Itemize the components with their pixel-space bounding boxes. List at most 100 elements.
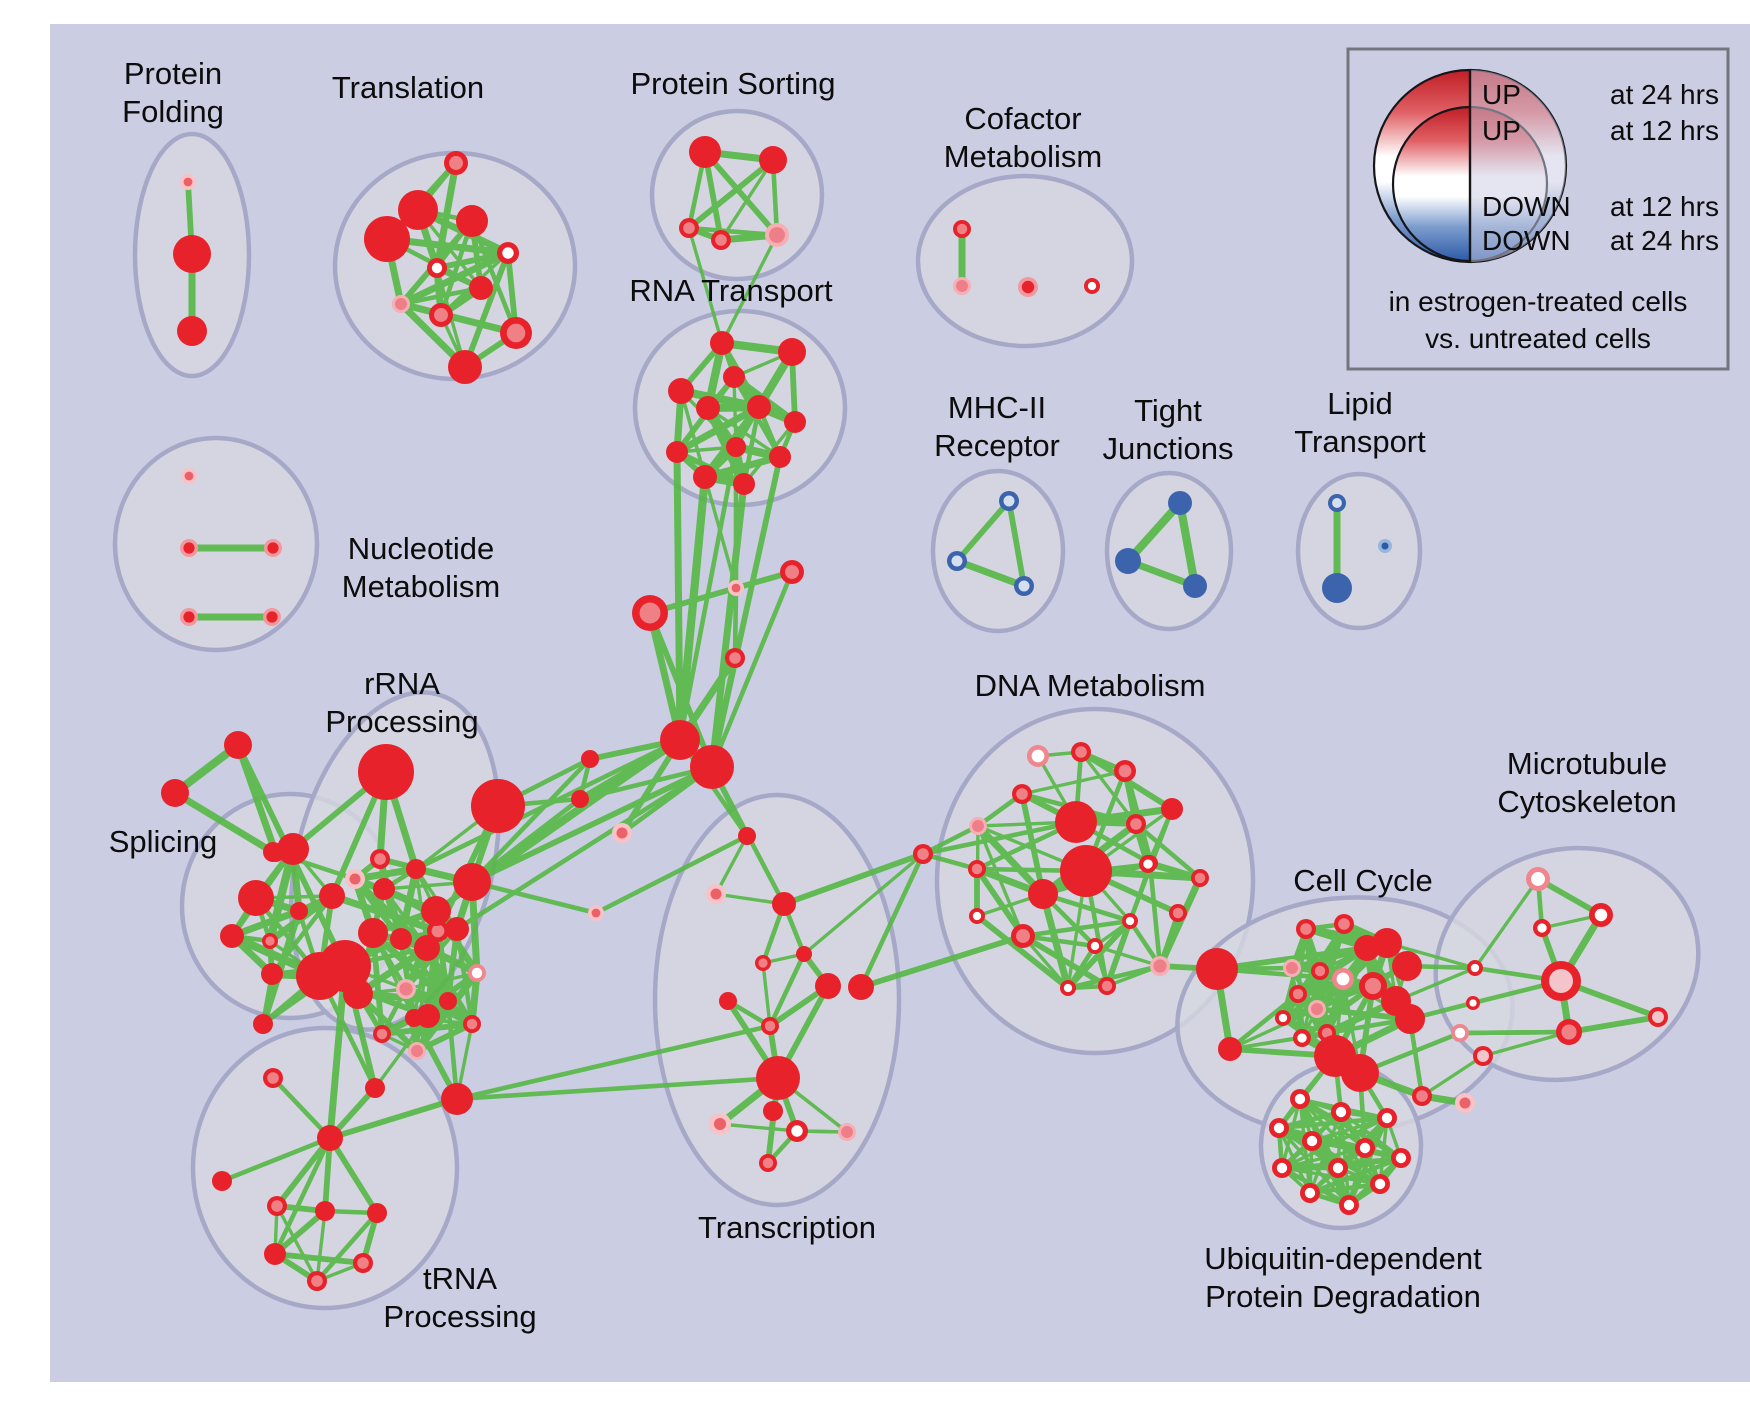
legend-direction-2: DOWN (1482, 191, 1571, 222)
mesh-edge-rna-transport (673, 403, 763, 456)
mesh-edge-dna-metabolism (1020, 918, 1133, 939)
node-r (756, 1056, 800, 1100)
node-w (1328, 1158, 1348, 1178)
cluster-cofactor-metabolism-label: Cofactor Metabolism (944, 101, 1103, 174)
edge (1214, 945, 1370, 972)
edge (326, 962, 349, 1142)
node-p (838, 1123, 856, 1141)
node-rp (1126, 814, 1146, 834)
mesh-edge-splicing (259, 907, 303, 1028)
node-rp (913, 844, 933, 864)
node-rh (1018, 277, 1038, 297)
node-r (471, 779, 525, 833)
node-rp (780, 560, 804, 584)
node-r (1392, 951, 1422, 981)
network-nodes (161, 136, 1668, 1291)
node-w (1272, 1158, 1292, 1178)
node-r (390, 928, 412, 950)
legend-footer-line-0: in estrogen-treated cells (1389, 286, 1688, 317)
node-rp (307, 1271, 327, 1291)
mesh-edge-rrna (414, 1021, 475, 1054)
node-rp (1012, 784, 1032, 804)
node-p (392, 295, 410, 313)
cluster-labels: Protein Folding Translation Protein Sorting… (109, 56, 1677, 1334)
cluster-microtubule-cytoskeleton-label: Microtubule Cytoskeleton (1497, 746, 1676, 819)
node-w (497, 242, 519, 264)
cluster-dna-metabolism-label: DNA Metabolism (975, 668, 1206, 703)
node-r (161, 779, 189, 807)
node-r (726, 437, 746, 457)
mesh-edge-trna-hex (275, 1204, 319, 1283)
node-w (1060, 980, 1076, 996)
node-r (456, 205, 488, 237)
edge (577, 764, 715, 802)
cluster-translation-label: Translation (332, 70, 484, 105)
cluster-lipid-transport-label: Lipid Transport (1294, 386, 1426, 459)
mesh-edge-cell-cycle (1280, 976, 1346, 1021)
edge (709, 569, 795, 770)
cluster-trna-processing-ellipse (190, 1025, 460, 1311)
node-rp (1114, 760, 1136, 782)
legend-time-3: at 24 hrs (1610, 225, 1719, 256)
node-pr (1455, 1093, 1475, 1113)
node-r (406, 859, 426, 879)
edge (1385, 941, 1477, 970)
mesh-edge-trna-hex (315, 1209, 327, 1283)
node-pr (728, 580, 744, 596)
edge (469, 796, 583, 885)
mesh-edge-dna-metabolism (1020, 769, 1127, 796)
node-r (373, 878, 395, 900)
cluster-trna-processing-label: tRNA Processing (383, 1261, 536, 1334)
node-r (261, 963, 283, 985)
node-r (848, 974, 874, 1000)
mesh-edge-cell-cycle (1227, 991, 1301, 1052)
legend-time-0: at 24 hrs (1610, 79, 1719, 110)
node-rp (1169, 904, 1187, 922)
legend-direction-3: DOWN (1482, 225, 1571, 256)
node-r (693, 465, 717, 489)
node-w (1466, 996, 1480, 1010)
mesh-edge-trna-hex (272, 1251, 366, 1266)
node-pr (180, 174, 196, 190)
node-rp (1334, 914, 1354, 934)
node-w (1467, 960, 1483, 976)
node-rp (1098, 977, 1116, 995)
node-w (1269, 1118, 1289, 1138)
cluster-rna-transport-label: RNA Transport (629, 273, 833, 308)
node-r (1395, 1004, 1425, 1034)
node-rp (632, 595, 668, 631)
node-w (1377, 1108, 1397, 1128)
node-r (453, 863, 491, 901)
mesh-edge-dna-metabolism (1020, 933, 1110, 989)
node-rp (262, 933, 278, 949)
node-w (1331, 1102, 1351, 1122)
node-rp (263, 1068, 283, 1088)
node-r (317, 1125, 343, 1151)
mesh-edge-ubiquitin (1280, 1146, 1367, 1170)
node-r (173, 235, 211, 273)
node-bd (1378, 539, 1392, 553)
node-w (1084, 278, 1100, 294)
edge (1175, 498, 1200, 591)
node-r (1218, 1037, 1242, 1061)
node-rp (725, 648, 745, 668)
node-r (277, 833, 309, 865)
legend-footer-line-1: vs. untreated cells (1425, 323, 1651, 354)
legend-direction-1: UP (1482, 115, 1521, 146)
node-b (1322, 573, 1352, 603)
edge (274, 1135, 333, 1209)
edge (953, 557, 1028, 590)
node-p (765, 223, 789, 247)
node-r (421, 896, 451, 926)
node-b (1115, 548, 1141, 574)
node-p (396, 979, 416, 999)
node-p (969, 817, 987, 835)
node-r (1161, 798, 1183, 820)
cluster-tight-junctions-label: Tight Junctions (1103, 393, 1234, 466)
node-rp (761, 1017, 779, 1035)
node-r (719, 992, 737, 1010)
edge (687, 226, 724, 345)
edge (647, 610, 715, 770)
cluster-ubiquitin-degradation-label: Ubiquitin-dependent Protein Degradation (1204, 1241, 1482, 1314)
node-r (668, 378, 694, 404)
